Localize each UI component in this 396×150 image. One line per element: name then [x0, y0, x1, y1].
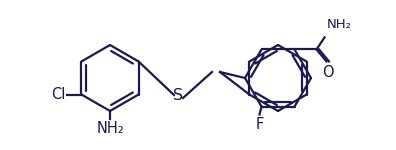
Text: NH₂: NH₂: [96, 121, 124, 136]
Text: Cl: Cl: [51, 87, 65, 102]
Text: NH₂: NH₂: [326, 18, 352, 31]
Text: S: S: [173, 87, 183, 102]
Text: F: F: [255, 117, 264, 132]
Text: O: O: [322, 65, 333, 80]
